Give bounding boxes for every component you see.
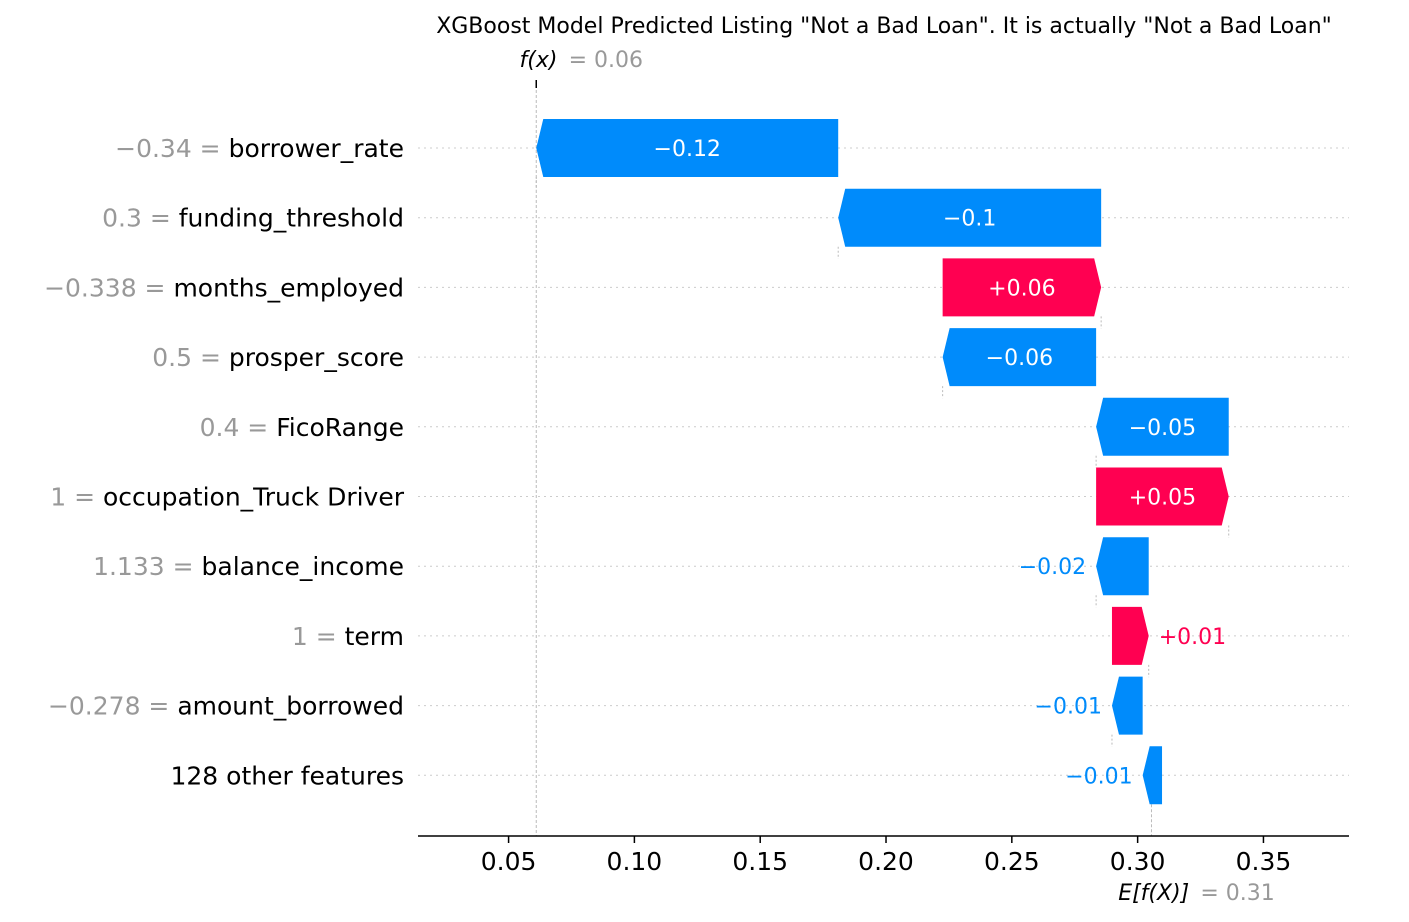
bar-value-label: −0.02 — [1019, 555, 1086, 580]
x-tick-label: 0.10 — [607, 847, 663, 876]
feature-name: funding_threshold — [179, 204, 404, 233]
bar-value-label: −0.05 — [1129, 416, 1196, 441]
x-tick-label: 0.05 — [481, 847, 537, 876]
feature-label: −0.34 = borrower_rate — [115, 134, 404, 163]
feature-name: occupation_Truck Driver — [103, 483, 405, 512]
feature-value: 1.133 = — [93, 552, 201, 581]
feature-name: FicoRange — [276, 413, 404, 442]
x-tick-label: 0.20 — [858, 847, 914, 876]
feature-label: −0.338 = months_employed — [44, 273, 404, 302]
x-tick-label: 0.35 — [1236, 847, 1292, 876]
feature-name: months_employed — [173, 273, 404, 302]
x-ticks: 0.05 0.10 0.15 0.20 0.25 0.30 0.35 — [481, 836, 1292, 876]
feature-label: 1 = term — [292, 622, 404, 651]
feature-label: −0.278 = amount_borrowed — [48, 692, 404, 721]
bar-value-label: +0.01 — [1159, 625, 1226, 650]
efx-annotation: E[f(X)] = 0.31 — [1118, 881, 1275, 906]
feature-value: −0.338 = — [44, 273, 173, 302]
bar-4 — [1096, 397, 1229, 456]
feature-value: −0.278 = — [48, 692, 177, 721]
x-tick-label: 0.25 — [984, 847, 1040, 876]
fx-value: = 0.06 — [569, 48, 643, 73]
bar-0 — [536, 119, 839, 177]
x-tick-label: 0.30 — [1110, 847, 1166, 876]
feature-value: 0.5 = — [152, 343, 229, 372]
feature-name: prosper_score — [229, 343, 404, 372]
feature-label: 128 other features — [171, 761, 405, 790]
reference-lines — [535, 90, 1230, 836]
feature-label: 0.5 = prosper_score — [152, 343, 404, 372]
bar-9 — [1142, 746, 1163, 805]
feature-value: −0.34 = — [115, 134, 228, 163]
fx-annotation: f(x) = 0.06 — [520, 48, 643, 88]
fx-annotation-text: f(x) = 0.06 — [520, 48, 643, 73]
bar-value-label: +0.06 — [988, 276, 1055, 301]
bar-5 — [1096, 467, 1229, 526]
feature-label: 1.133 = balance_income — [93, 552, 404, 581]
x-tick-label: 0.15 — [732, 847, 788, 876]
feature-label: 1 = occupation_Truck Driver — [50, 483, 404, 512]
bar-1 — [838, 188, 1102, 247]
feature-value: 1 = — [292, 622, 345, 651]
bar-value-label: −0.01 — [1035, 695, 1102, 720]
bar-value-label: −0.01 — [1065, 764, 1132, 789]
feature-label: 0.3 = funding_threshold — [102, 204, 404, 233]
bar-7 — [1111, 606, 1149, 665]
feature-value: 0.3 = — [102, 204, 179, 233]
bar-value-label: −0.06 — [986, 346, 1053, 371]
fx-label: f(x) — [520, 48, 558, 73]
feature-name: 128 other features — [171, 761, 405, 790]
feature-labels: −0.34 = borrower_rate 0.3 = funding_thres… — [44, 134, 405, 790]
bar-value-label: −0.12 — [654, 137, 721, 162]
chart-title: XGBoost Model Predicted Listing "Not a B… — [436, 14, 1332, 39]
bar-6 — [1096, 537, 1149, 596]
feature-name: balance_income — [202, 552, 405, 581]
bars-group: −0.12 −0.1 +0.06 −0.06 −0.05 +0.05 −0.02 +0.01 −… — [536, 119, 1229, 805]
bar-value-label: −0.1 — [943, 207, 996, 232]
bar-2 — [942, 258, 1102, 317]
feature-name: term — [345, 622, 404, 651]
feature-name: borrower_rate — [229, 134, 404, 163]
feature-value: 1 = — [50, 483, 103, 512]
efx-label: E[f(X)] — [1118, 881, 1189, 906]
feature-label: 0.4 = FicoRange — [200, 413, 404, 442]
bar-8 — [1111, 676, 1143, 735]
bar-3 — [942, 328, 1097, 387]
bar-value-label: +0.05 — [1129, 486, 1196, 511]
efx-annotation-text: E[f(X)] = 0.31 — [1118, 881, 1275, 906]
feature-name: amount_borrowed — [177, 692, 404, 721]
efx-value: = 0.31 — [1200, 881, 1274, 906]
x-axis: 0.05 0.10 0.15 0.20 0.25 0.30 0.35 — [418, 835, 1349, 876]
feature-value: 0.4 = — [200, 413, 277, 442]
